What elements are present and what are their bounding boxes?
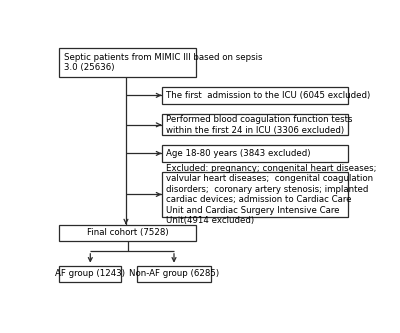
Text: Excluded: pregnancy; congenital heart diseases;
valvular heart diseases;  congen: Excluded: pregnancy; congenital heart di… (166, 164, 377, 225)
Text: Septic patients from MIMIC III based on sepsis
3.0 (25636): Septic patients from MIMIC III based on … (64, 53, 262, 72)
Text: Performed blood coagulation function tests
within the first 24 in ICU (3306 excl: Performed blood coagulation function tes… (166, 115, 353, 135)
Bar (59, 224, 196, 241)
Bar (59, 48, 196, 77)
Text: AF group (1243): AF group (1243) (55, 269, 125, 278)
Text: Non-AF group (6285): Non-AF group (6285) (129, 269, 219, 278)
Text: Age 18-80 years (3843 excluded): Age 18-80 years (3843 excluded) (166, 149, 311, 158)
Text: The first  admission to the ICU (6045 excluded): The first admission to the ICU (6045 exc… (166, 91, 370, 100)
Text: Final cohort (7528): Final cohort (7528) (87, 228, 168, 237)
Bar (162, 87, 348, 104)
Bar (162, 172, 348, 217)
Bar (162, 114, 348, 135)
Bar (162, 145, 348, 162)
Bar (59, 266, 121, 282)
Bar (137, 266, 211, 282)
